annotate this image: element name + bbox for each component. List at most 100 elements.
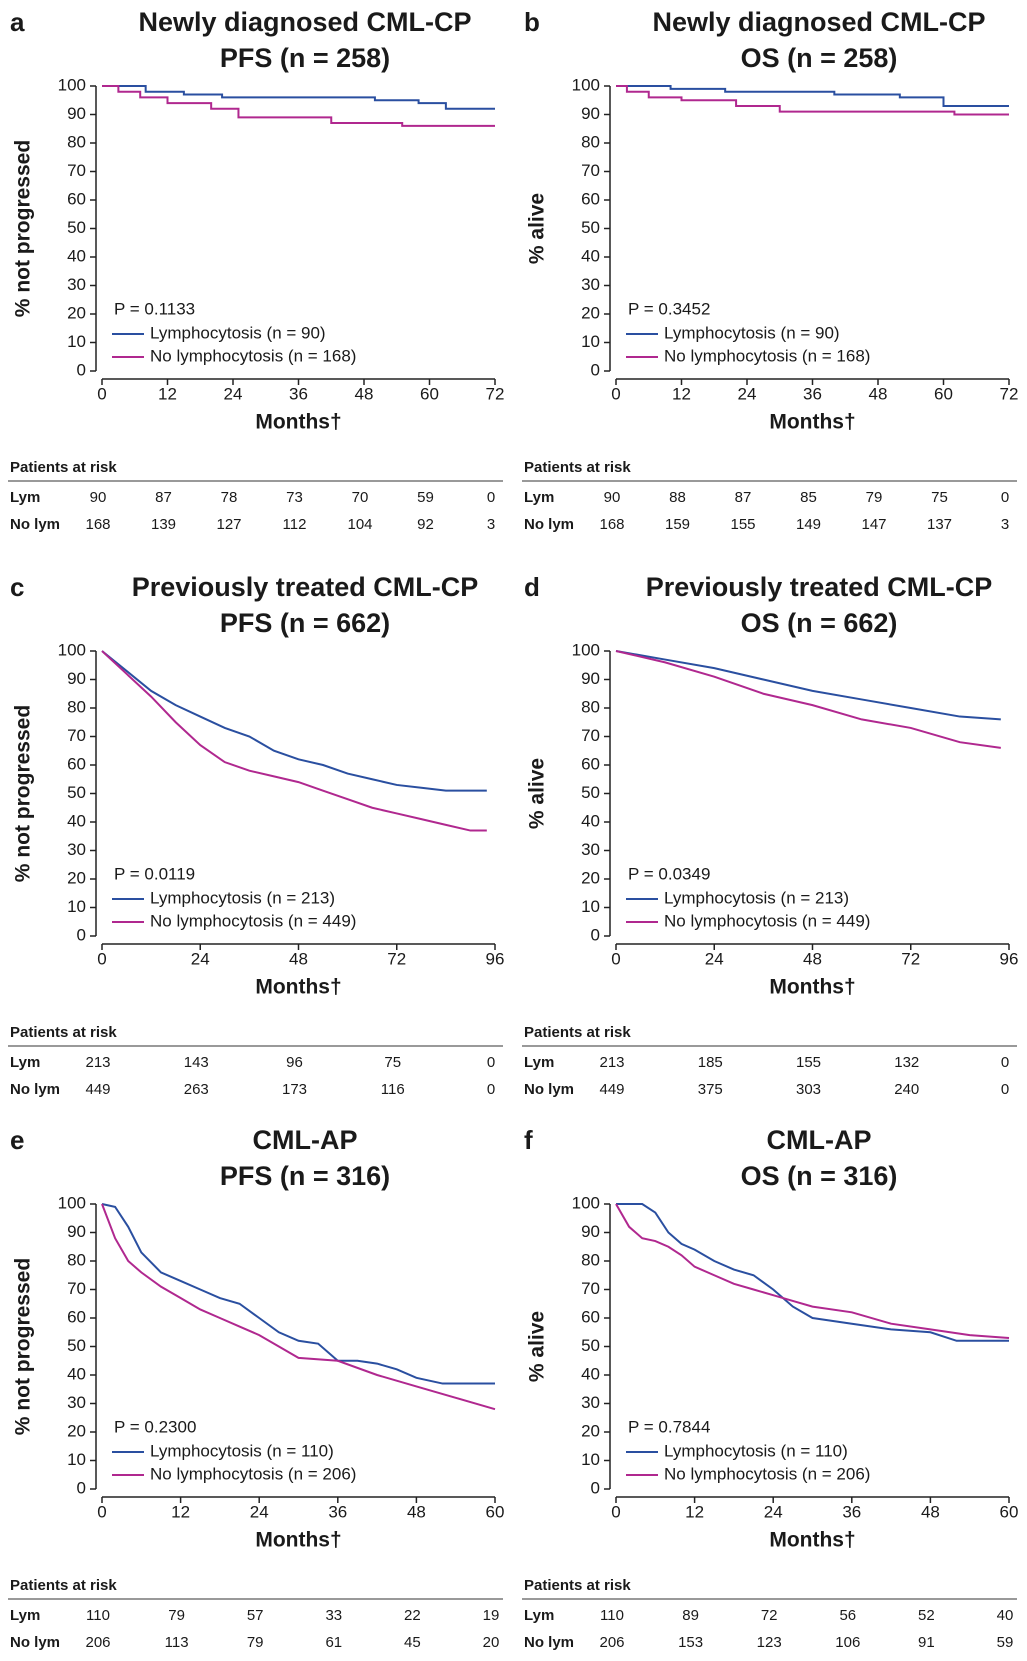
survival-curve xyxy=(101,1203,495,1385)
x-tick-label: 48 xyxy=(803,949,822,968)
x-tick-label: 36 xyxy=(842,1502,861,1521)
risk-row-label: No lym xyxy=(524,1081,574,1098)
y-tick-label: 40 xyxy=(67,246,86,265)
y-tick-label: 80 xyxy=(67,697,86,716)
chart-title: Newly diagnosed CML-CP xyxy=(652,7,985,37)
survival-curve xyxy=(615,650,1001,749)
panel: b Newly diagnosed CML-CP OS (n = 258) % ali… xyxy=(522,7,1018,533)
risk-count: 78 xyxy=(221,489,238,506)
x-tick-label: 72 xyxy=(387,949,406,968)
risk-count: 61 xyxy=(325,1634,342,1651)
y-tick-label: 30 xyxy=(581,840,600,859)
y-tick-label: 70 xyxy=(581,161,600,180)
y-tick-label: 70 xyxy=(581,1279,600,1298)
panel-letter: a xyxy=(10,7,25,37)
risk-title: Patients at risk xyxy=(10,1577,117,1594)
panel-letter: b xyxy=(524,7,540,37)
panel: c Previously treated CML-CP PFS (n = 662)%… xyxy=(8,572,504,1098)
risk-count: 143 xyxy=(184,1054,209,1071)
risk-count: 449 xyxy=(85,1081,110,1098)
y-tick-label: 90 xyxy=(581,669,600,688)
risk-count: 79 xyxy=(168,1607,185,1624)
risk-count: 22 xyxy=(404,1607,421,1624)
x-tick-label: 36 xyxy=(289,384,308,403)
x-tick-label: 24 xyxy=(764,1502,783,1521)
chart-title: PFS (n = 316) xyxy=(220,1161,390,1191)
p-value: P = 0.0119 xyxy=(114,864,195,883)
risk-count: 137 xyxy=(927,516,952,533)
survival-curve xyxy=(616,85,1009,107)
survival-curve xyxy=(101,1203,496,1411)
y-tick-label: 30 xyxy=(67,840,86,859)
y-tick-label: 50 xyxy=(67,783,86,802)
y-tick-label: 100 xyxy=(58,640,86,659)
x-axis-label: Months† xyxy=(769,976,855,999)
risk-count: 59 xyxy=(997,1634,1014,1651)
risk-count: 96 xyxy=(286,1054,303,1071)
p-value: P = 0.7844 xyxy=(628,1417,710,1436)
y-tick-label: 0 xyxy=(77,360,86,379)
risk-count: 89 xyxy=(682,1607,699,1624)
legend-label: No lymphocytosis (n = 206) xyxy=(664,1464,870,1483)
risk-count: 159 xyxy=(665,516,690,533)
y-tick-label: 50 xyxy=(581,783,600,802)
risk-count: 123 xyxy=(757,1634,782,1651)
y-tick-label: 70 xyxy=(67,1279,86,1298)
y-tick-label: 0 xyxy=(77,925,86,944)
y-tick-label: 40 xyxy=(581,811,600,830)
y-tick-label: 10 xyxy=(581,1450,600,1469)
risk-count: 153 xyxy=(678,1634,703,1651)
y-tick-label: 90 xyxy=(67,104,86,123)
risk-count: 139 xyxy=(151,516,176,533)
y-tick-label: 100 xyxy=(58,75,86,94)
risk-count: 3 xyxy=(1001,516,1009,533)
risk-count: 79 xyxy=(866,489,883,506)
x-axis-label: Months† xyxy=(255,976,341,999)
x-tick-label: 0 xyxy=(97,949,106,968)
y-tick-label: 90 xyxy=(67,669,86,688)
y-tick-label: 80 xyxy=(67,132,86,151)
y-tick-label: 100 xyxy=(572,640,600,659)
risk-count: 116 xyxy=(381,1081,405,1098)
y-tick-label: 20 xyxy=(581,1421,600,1440)
risk-count: 40 xyxy=(997,1607,1014,1624)
risk-count: 92 xyxy=(417,516,434,533)
y-tick-label: 20 xyxy=(67,303,86,322)
risk-row-label: Lym xyxy=(524,1054,554,1071)
y-tick-label: 10 xyxy=(581,897,600,916)
x-tick-label: 60 xyxy=(486,1502,505,1521)
risk-count: 90 xyxy=(90,489,107,506)
x-tick-label: 0 xyxy=(97,384,106,403)
p-value: P = 0.2300 xyxy=(114,1417,196,1436)
y-tick-label: 20 xyxy=(581,868,600,887)
risk-count: 449 xyxy=(599,1081,624,1098)
y-tick-label: 50 xyxy=(67,218,86,237)
risk-count: 173 xyxy=(282,1081,307,1098)
risk-count: 147 xyxy=(861,516,886,533)
x-axis-label: Months† xyxy=(255,411,341,434)
survival-curve xyxy=(616,1203,1009,1342)
x-tick-label: 12 xyxy=(171,1502,190,1521)
x-tick-label: 48 xyxy=(407,1502,426,1521)
risk-count: 149 xyxy=(796,516,821,533)
chart-title: Previously treated CML-CP xyxy=(132,572,479,602)
x-tick-label: 72 xyxy=(901,949,920,968)
x-tick-label: 12 xyxy=(672,384,691,403)
y-tick-label: 80 xyxy=(581,132,600,151)
y-tick-label: 60 xyxy=(581,1307,600,1326)
y-axis-label: % not progressed xyxy=(12,1258,35,1435)
risk-count: 57 xyxy=(247,1607,264,1624)
risk-count: 240 xyxy=(894,1081,919,1098)
y-tick-label: 20 xyxy=(67,1421,86,1440)
x-tick-label: 72 xyxy=(486,384,505,403)
y-tick-label: 30 xyxy=(581,275,600,294)
x-tick-label: 24 xyxy=(224,384,243,403)
panel-letter: c xyxy=(10,572,24,602)
p-value: P = 0.1133 xyxy=(114,299,195,318)
y-tick-label: 100 xyxy=(572,75,600,94)
legend-label: Lymphocytosis (n = 110) xyxy=(150,1441,334,1460)
risk-row-label: No lym xyxy=(524,516,574,533)
y-tick-label: 40 xyxy=(67,811,86,830)
y-tick-label: 70 xyxy=(581,726,600,745)
